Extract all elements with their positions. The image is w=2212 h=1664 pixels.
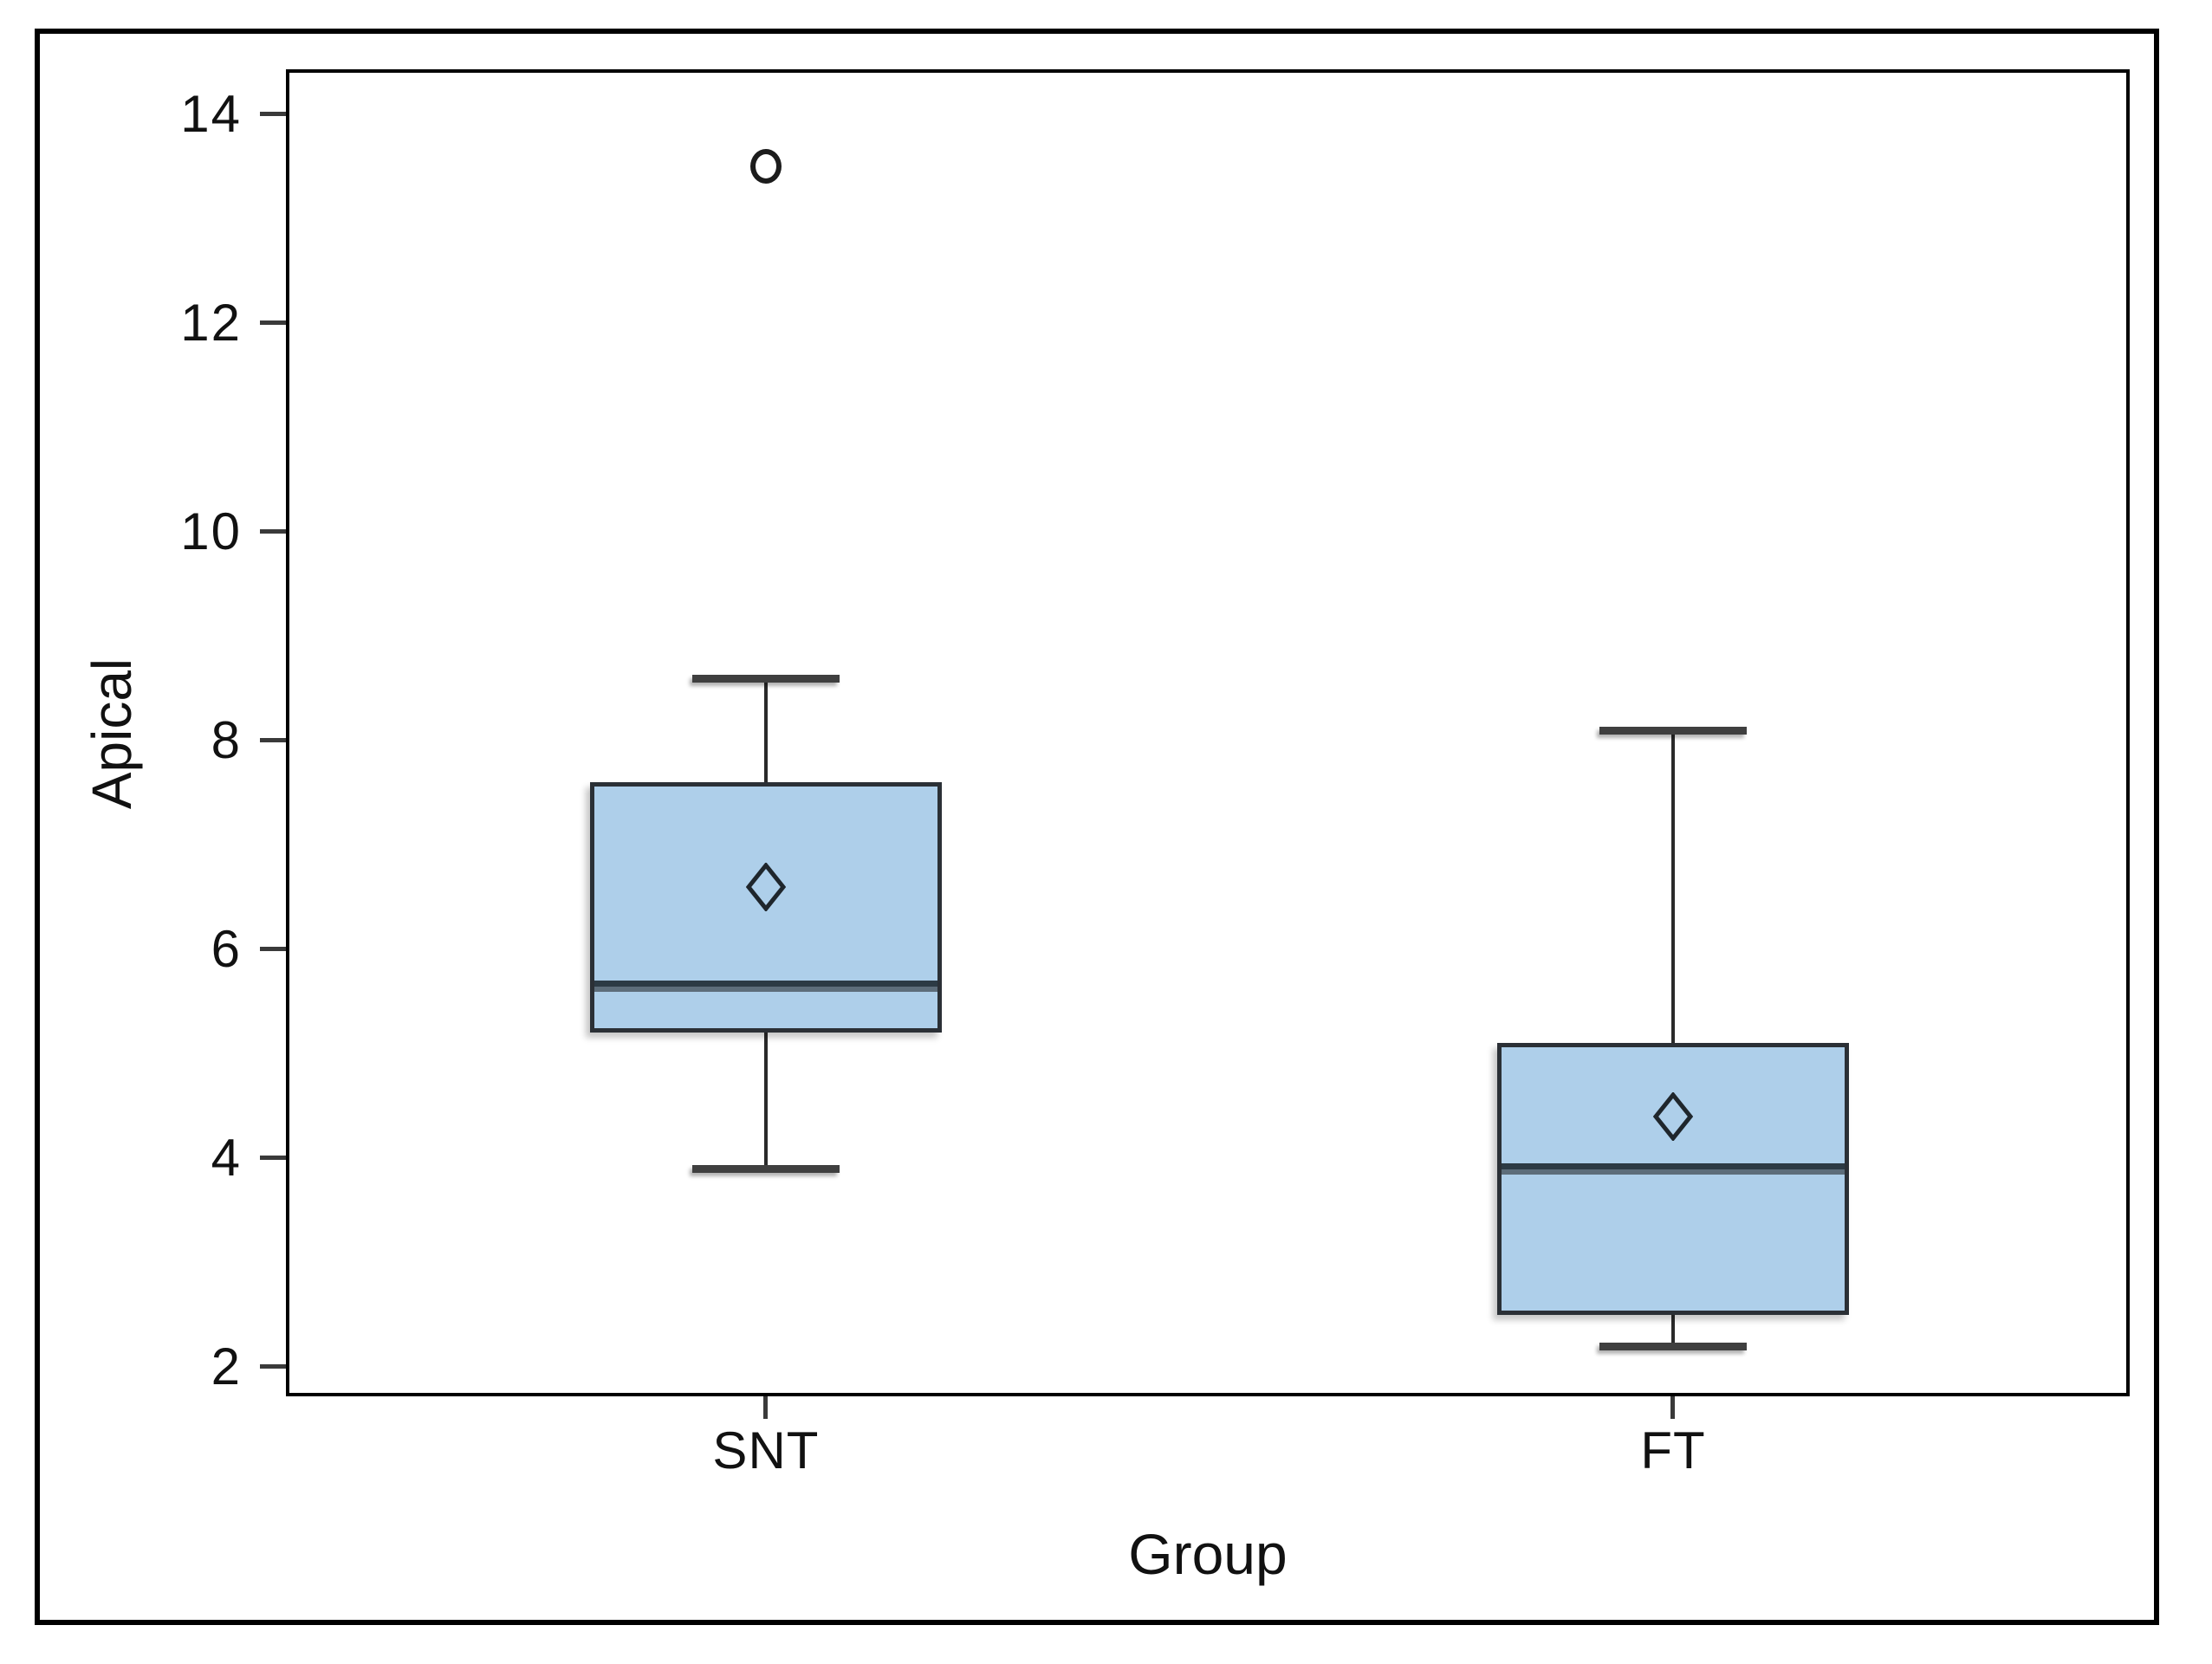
y-axis-tick (260, 946, 286, 951)
y-tick-label: 8 (211, 711, 242, 770)
outlier-marker-snt (749, 149, 782, 185)
whisker-cap-top-ft (1599, 726, 1747, 735)
y-axis-tick (260, 112, 286, 117)
whisker-stem-bottom-ft (1670, 1314, 1675, 1346)
whisker-stem-top-snt (763, 677, 768, 783)
y-tick-label: 14 (180, 85, 242, 144)
y-axis-tick (260, 1363, 286, 1369)
x-tick-label-snt: SNT (712, 1421, 820, 1479)
mean-marker-ft (1652, 1091, 1694, 1142)
x-axis-title: Group (1128, 1522, 1288, 1586)
whisker-cap-bottom-snt (691, 1164, 840, 1173)
y-axis-tick (260, 738, 286, 743)
plot-area: Apical Group 14 12 10 8 6 4 2 SNT FT (81, 69, 2130, 1586)
mean-marker-snt (745, 861, 787, 912)
y-axis-tick (260, 320, 286, 326)
y-tick-label: 4 (211, 1128, 242, 1187)
y-tick-label: 12 (180, 294, 242, 353)
box-ft (1496, 1043, 1849, 1315)
x-axis-tick (763, 1396, 769, 1419)
x-tick-label-ft: FT (1640, 1421, 1706, 1479)
median-line-snt (594, 981, 937, 993)
y-tick-label: 6 (211, 919, 242, 978)
whisker-stem-bottom-snt (763, 1033, 768, 1169)
y-axis-title: Apical (81, 657, 143, 810)
y-axis-tick (260, 1155, 286, 1160)
whisker-cap-top-snt (691, 674, 840, 683)
y-tick-label: 2 (211, 1337, 242, 1395)
y-axis-tick (260, 529, 286, 534)
x-axis-tick (1670, 1396, 1676, 1419)
y-tick-label: 10 (180, 502, 242, 561)
median-line-ft (1501, 1162, 1845, 1175)
whisker-cap-bottom-ft (1599, 1342, 1747, 1350)
whisker-stem-top-ft (1670, 729, 1675, 1044)
